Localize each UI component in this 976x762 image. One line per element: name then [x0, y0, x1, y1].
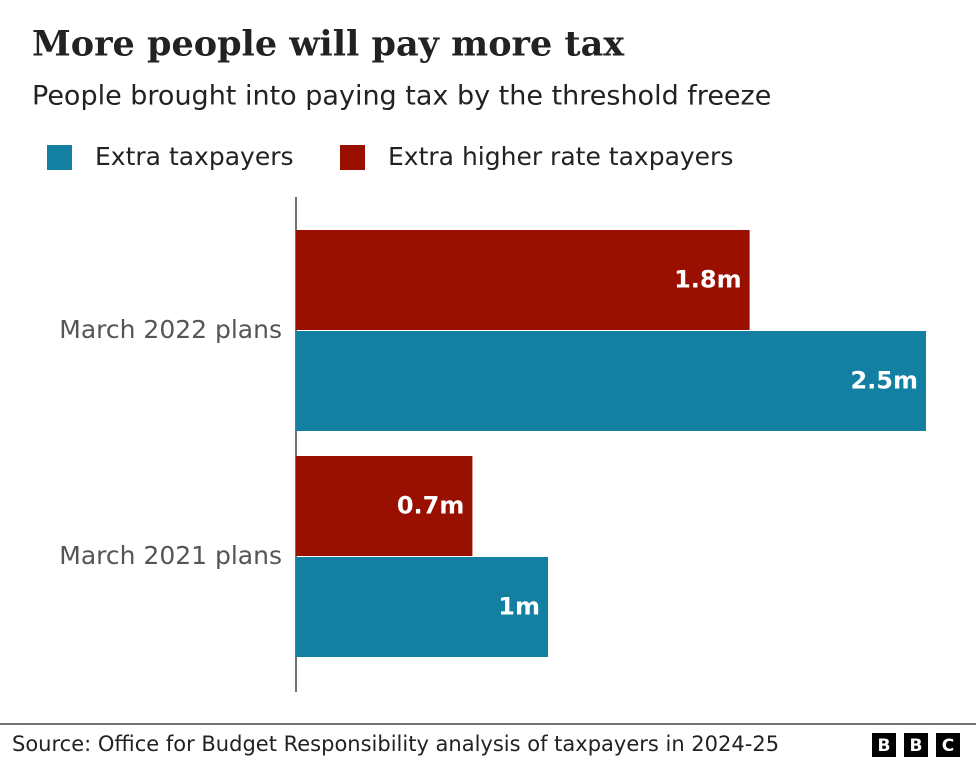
logo-box — [904, 733, 928, 757]
chart-title: More people will pay more tax — [32, 24, 625, 65]
value-label: 1.8m — [674, 266, 742, 294]
logo-letter: B — [878, 736, 891, 756]
logo-box — [936, 733, 960, 757]
legend-label: Extra higher rate taxpayers — [388, 142, 733, 171]
legend-swatch — [340, 145, 365, 170]
logo-letter: C — [942, 736, 954, 756]
bar — [296, 456, 473, 556]
logo-letter: B — [910, 736, 923, 756]
chart-subtitle: People brought into paying tax by the th… — [32, 81, 771, 112]
value-label: 0.7m — [397, 492, 465, 520]
legend-label: Extra taxpayers — [95, 142, 294, 171]
y-tick-label: March 2021 plans — [59, 541, 282, 570]
logo-box — [872, 733, 896, 757]
source: Source: Office for Budget Responsibility… — [12, 732, 779, 756]
bar — [296, 331, 926, 431]
legend-swatch — [47, 145, 72, 170]
bar — [296, 230, 750, 330]
value-label: 1m — [498, 593, 540, 621]
bar — [296, 557, 548, 657]
y-tick-label: March 2022 plans — [59, 315, 282, 344]
value-label: 2.5m — [850, 367, 918, 395]
